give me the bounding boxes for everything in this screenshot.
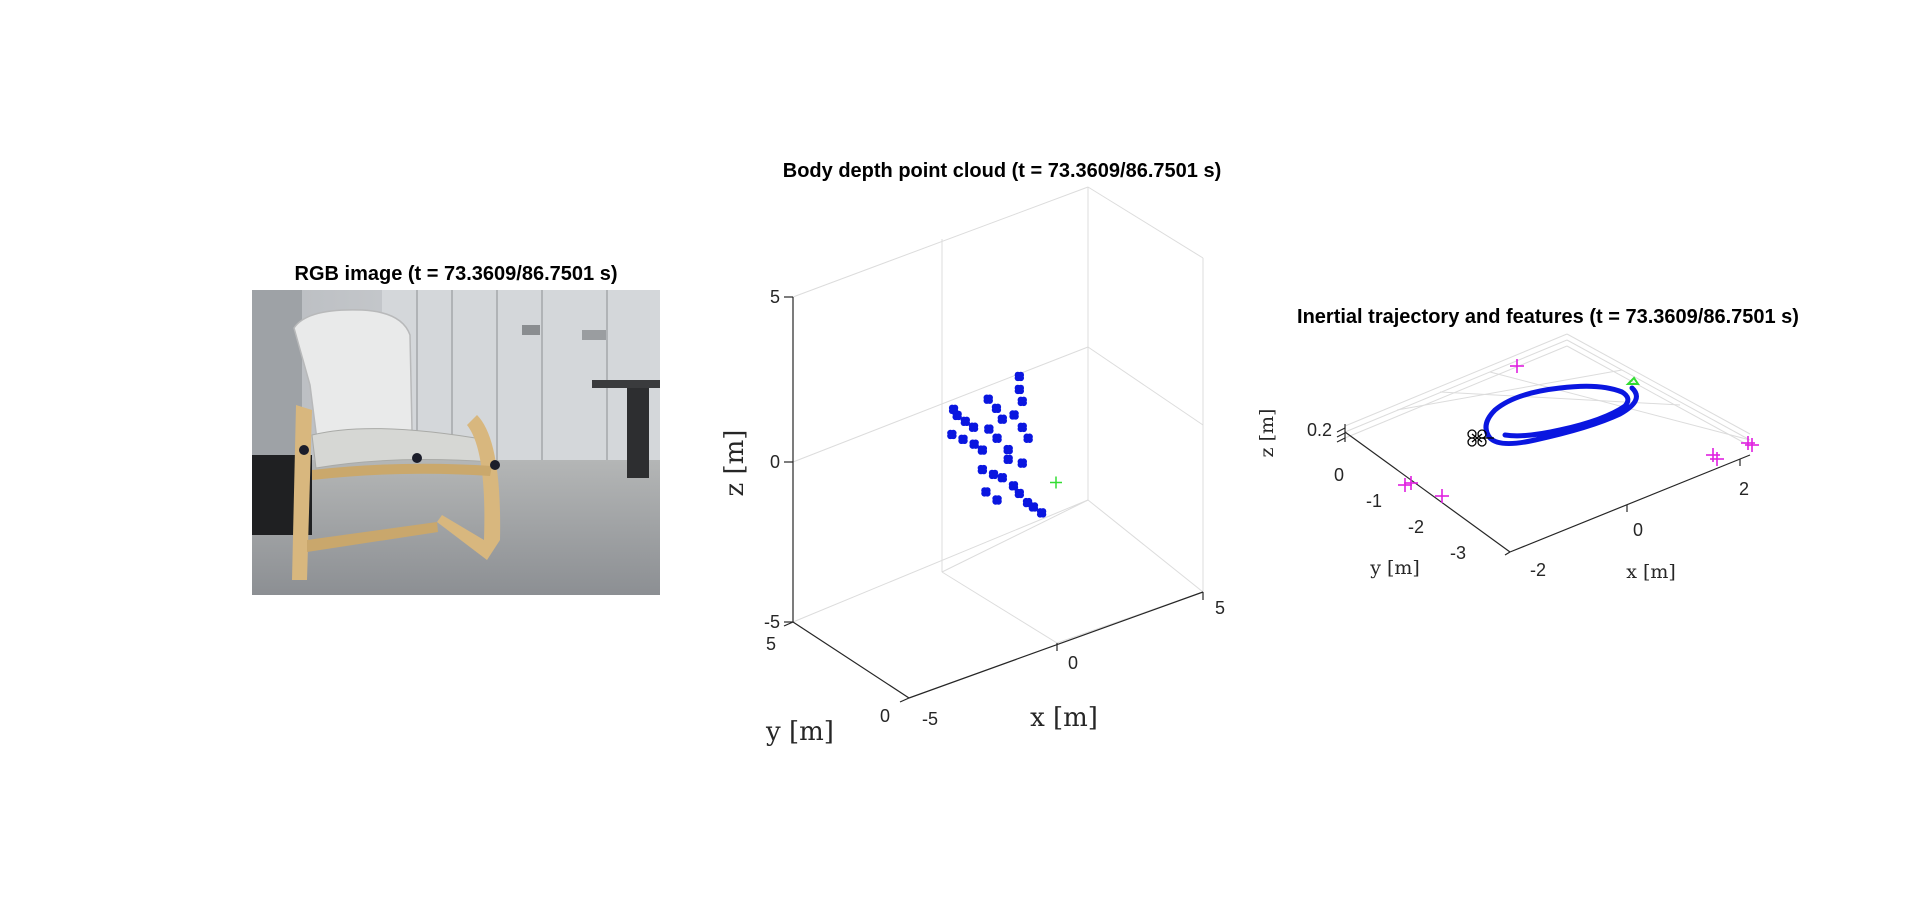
cloud-point (995, 498, 1002, 505)
cloud-point (955, 413, 962, 421)
cloud-point (961, 437, 968, 445)
cloud-ytick-1: 0 (880, 706, 890, 726)
point-cloud-title: Body depth point cloud (t = 73.3609/86.7… (782, 160, 1222, 182)
cloud-point (986, 397, 993, 404)
cloud-point (1039, 511, 1047, 518)
cloud-point (1020, 425, 1027, 433)
cloud-point (972, 442, 979, 449)
cloud-xlabel: x [m] (1030, 703, 1098, 733)
cloud-point (995, 436, 1002, 443)
traj-xlabel: x [m] (1626, 561, 1676, 583)
trajectory-grid (1344, 333, 1751, 447)
point-cloud-grid (792, 186, 1204, 644)
cloud-point (971, 425, 979, 432)
cloud-point (980, 467, 988, 475)
cloud-point (984, 490, 991, 497)
cloud-ylabel: y [m] (765, 717, 834, 747)
traj-ztick-0: 0.2 (1307, 420, 1332, 440)
trajectory-axes (1336, 424, 1751, 556)
cloud-ytick-0: 5 (766, 634, 776, 654)
trajectory-title: Inertial trajectory and features (t = 73… (1297, 306, 1799, 328)
cloud-point (1012, 413, 1019, 420)
traj-xtick-2: 2 (1739, 479, 1749, 499)
cloud-point (1000, 476, 1008, 483)
cloud-xtick-2: 5 (1215, 598, 1225, 618)
point-cloud-axes (783, 296, 1204, 703)
point-cloud-series (947, 371, 1047, 518)
traj-ytick-0: 0 (1334, 465, 1344, 485)
start-marker (1625, 376, 1640, 385)
cloud-point (1011, 484, 1019, 491)
cloud-point (994, 406, 1002, 414)
cloud-zlabel: z [m] (720, 430, 750, 497)
quadrotor-icon (1467, 429, 1494, 447)
rgb-image (252, 290, 660, 595)
trajectory-start-marker (1625, 376, 1640, 385)
trajectory-line (1483, 383, 1639, 446)
cloud-point (1020, 399, 1027, 407)
cloud-point (991, 472, 999, 480)
rgb-image-drawing (252, 290, 660, 595)
traj-ylabel: y [m] (1369, 557, 1420, 579)
cloud-point (1006, 447, 1013, 455)
cloud-point (1006, 457, 1013, 465)
cloud-point (1031, 505, 1039, 512)
cloud-ztick-2: -5 (764, 612, 780, 632)
feature-markers (1398, 359, 1759, 503)
cloud-ztick-0: 5 (770, 287, 780, 307)
cloud-point (1000, 417, 1008, 424)
cloud-point (1017, 491, 1025, 499)
cloud-point (1017, 374, 1025, 382)
cloud-point (1020, 461, 1027, 468)
cloud-xtick-0: -5 (922, 709, 938, 729)
cloud-point (987, 427, 994, 434)
cloud-point (950, 432, 957, 440)
cloud-origin-marker (1050, 476, 1062, 489)
cloud-point (1017, 387, 1025, 395)
cloud-point (963, 419, 971, 427)
cloud-ztick-1: 0 (770, 452, 780, 472)
traj-zlabel: z [m] (1256, 409, 1278, 458)
traj-xtick-1: 0 (1633, 520, 1643, 540)
traj-ytick-3: -3 (1450, 543, 1466, 563)
traj-ytick-2: -2 (1408, 517, 1424, 537)
cloud-point (1026, 436, 1033, 443)
cloud-xtick-1: 0 (1068, 653, 1078, 673)
rgb-image-title: RGB image (t = 73.3609/86.7501 s) (294, 263, 618, 285)
cloud-point (980, 448, 988, 455)
traj-ytick-1: -1 (1366, 491, 1382, 511)
traj-xtick-0: -2 (1530, 560, 1546, 580)
